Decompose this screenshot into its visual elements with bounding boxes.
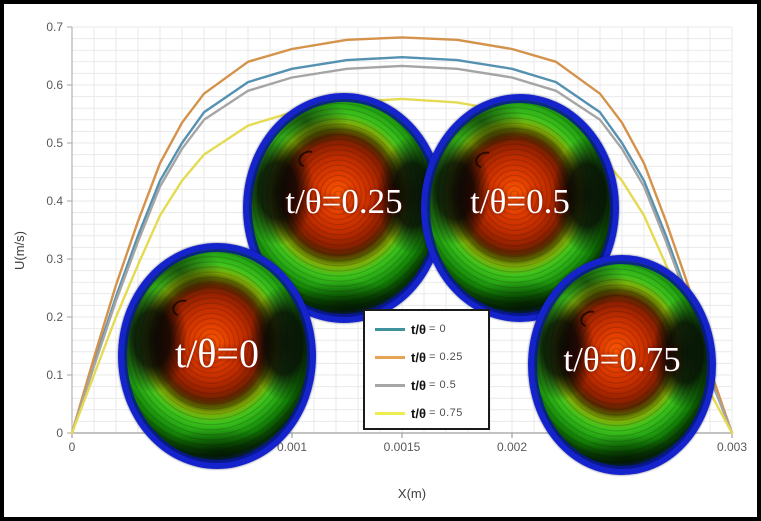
inset-label: t/θ=0.75 [563, 340, 681, 380]
x-tick-label: 0.002 [497, 440, 527, 454]
inset-contour-t-theta-0: t/θ=0 [118, 243, 316, 469]
legend-item: t/θ = 0 [375, 318, 482, 340]
x-axis-title: X(m) [397, 486, 427, 501]
y-tick-label: 0.3 [46, 252, 63, 266]
legend-item: t/θ = 0.5 [375, 374, 482, 396]
y-tick-label: 0.1 [46, 368, 63, 382]
legend-symbol: t/θ [411, 321, 426, 337]
y-tick-label: 0.2 [46, 310, 63, 324]
inset-contour-t-theta-0.75: t/θ=0.75 [528, 255, 716, 475]
legend-line-sample [375, 355, 405, 359]
legend-line-sample [375, 327, 405, 331]
x-tick-label: 0.0015 [384, 440, 421, 454]
x-tick-label: 0.003 [717, 440, 747, 454]
legend-value: = 0.25 [428, 351, 463, 363]
legend-line-sample [375, 383, 405, 387]
inset-label: t/θ=0.25 [285, 181, 403, 221]
legend-symbol: t/θ [411, 349, 426, 365]
y-axis-title: U(m/s) [12, 231, 27, 270]
series-line-0 [70, 56, 734, 435]
legend-line-sample [375, 411, 405, 415]
y-tick-label: 0.5 [46, 136, 63, 150]
legend-value: = 0 [428, 323, 447, 335]
legend-symbol: t/θ [411, 377, 426, 393]
x-tick-label: 0.001 [277, 440, 307, 454]
y-tick-label: 0.4 [46, 194, 63, 208]
legend-symbol: t/θ [411, 405, 426, 421]
chart-legend: t/θ = 0 t/θ = 0.25 t/θ = 0.5 t/θ = 0.75 [363, 309, 490, 430]
y-tick-label: 0 [56, 426, 63, 440]
legend-item: t/θ = 0.75 [375, 402, 482, 424]
legend-value: = 0.75 [428, 407, 463, 419]
series-line-0.75 [70, 97, 734, 435]
series-line-0.5 [70, 64, 734, 435]
y-tick-label: 0.6 [46, 78, 63, 92]
legend-item: t/θ = 0.25 [375, 346, 482, 368]
legend-value: = 0.5 [428, 379, 457, 391]
inset-label: t/θ=0 [175, 331, 259, 377]
series-line-0.25 [70, 36, 734, 435]
y-tick-label: 0.7 [46, 20, 63, 34]
x-tick-label: 0 [69, 440, 76, 454]
inset-label: t/θ=0.5 [470, 182, 570, 222]
